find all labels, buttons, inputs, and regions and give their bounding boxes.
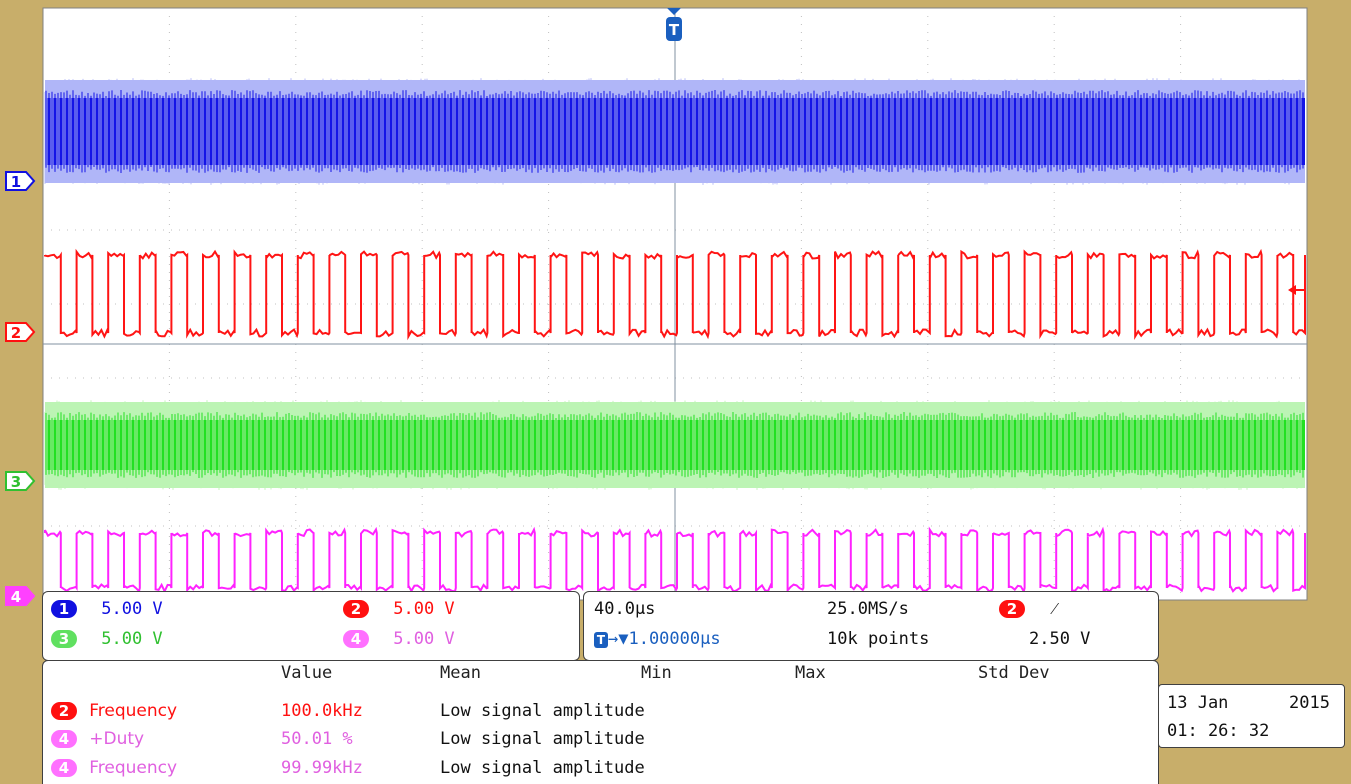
trigger-source-badge: 2	[999, 600, 1025, 618]
meas-row3-mean: Low signal amplitude	[440, 758, 645, 778]
measurements-panel[interactable]: Value Mean Min Max Std Dev 2 Frequency 1…	[42, 660, 1159, 784]
meas-row1-value: 100.0kHz	[281, 701, 363, 721]
trigger-level: 2.50 V	[1029, 629, 1091, 649]
meas-row2-badge: 4	[51, 730, 77, 748]
ch3-edges	[45, 412, 1304, 478]
ch3-marker-label: 3	[11, 473, 21, 491]
trigger-position-icon: T	[594, 632, 608, 648]
ch2-marker[interactable]: 2	[5, 322, 36, 342]
trigger-slope-icon: ⁄	[1053, 599, 1057, 619]
ch2-trace	[44, 248, 1306, 341]
ch2-scale-value: 5.00 V	[393, 599, 455, 619]
meas-row1-name: Frequency	[89, 701, 178, 721]
ch1-edges	[45, 90, 1304, 173]
date-day-month: 13 Jan	[1167, 693, 1229, 713]
header-max: Max	[795, 663, 826, 683]
ch3-scale-value: 5.00 V	[101, 629, 163, 649]
ch1-marker[interactable]: 1	[5, 171, 36, 191]
sample-rate: 25.0MS/s	[827, 599, 909, 619]
trigger-marker-label: T	[669, 21, 680, 39]
ch4-marker-label: 4	[11, 588, 21, 606]
date-year: 2015	[1289, 693, 1330, 713]
trigger-marker[interactable]: T	[666, 8, 682, 41]
horizontal-position[interactable]: T →▼1.00000µs	[594, 629, 721, 649]
ch3-scale[interactable]: 3 5.00 V	[51, 629, 163, 649]
meas-row3-value: 99.99kHz	[281, 758, 363, 778]
trigger-setting[interactable]: 2 ⁄	[999, 599, 1056, 619]
ch1-marker-label: 1	[11, 173, 21, 191]
ch4-trace	[44, 526, 1306, 595]
channel-scale-panel[interactable]: 1 5.00 V 2 5.00 V 3 5.00 V 4 5.00 V	[42, 591, 580, 661]
ch4-badge: 4	[343, 630, 369, 648]
record-length: 10k points	[827, 629, 930, 649]
datetime-panel: 13 Jan 2015 01: 26: 32	[1158, 684, 1345, 748]
ch2-scale[interactable]: 2 5.00 V	[343, 599, 455, 619]
meas-row1-badge: 2	[51, 702, 77, 720]
header-value: Value	[281, 663, 333, 683]
ch4-scale[interactable]: 4 5.00 V	[343, 629, 455, 649]
meas-row2-value: 50.01 %	[281, 729, 353, 749]
trigger-level-marker[interactable]	[1288, 285, 1304, 295]
meas-row1-mean: Low signal amplitude	[440, 701, 645, 721]
ch1-scale-value: 5.00 V	[101, 599, 163, 619]
channel-markers: 1 2 3 4	[5, 171, 36, 606]
time: 01: 26: 32	[1167, 721, 1270, 741]
ch1-scale[interactable]: 1 5.00 V	[51, 599, 163, 619]
ch3-badge: 3	[51, 630, 77, 648]
ch2-marker-label: 2	[11, 324, 21, 342]
meas-row3-badge: 4	[51, 759, 77, 777]
header-min: Min	[641, 663, 672, 683]
meas-row3-name: Frequency	[89, 758, 178, 778]
horizontal-position-value: →▼1.00000µs	[608, 629, 721, 649]
ch3-marker[interactable]: 3	[5, 471, 36, 491]
ch4-scale-value: 5.00 V	[393, 629, 455, 649]
timebase-panel[interactable]: 40.0µs 25.0MS/s 2 ⁄ T →▼1.00000µs 10k poi…	[583, 591, 1159, 661]
meas-row2-name: +Duty	[89, 729, 145, 749]
ch4-marker[interactable]: 4	[5, 586, 36, 606]
header-mean: Mean	[440, 663, 481, 683]
waveforms	[44, 78, 1306, 595]
horizontal-scale: 40.0µs	[594, 599, 656, 619]
ch1-badge: 1	[51, 600, 77, 618]
header-std-dev: Std Dev	[978, 663, 1050, 683]
meas-row2-mean: Low signal amplitude	[440, 729, 645, 749]
ch2-badge: 2	[343, 600, 369, 618]
